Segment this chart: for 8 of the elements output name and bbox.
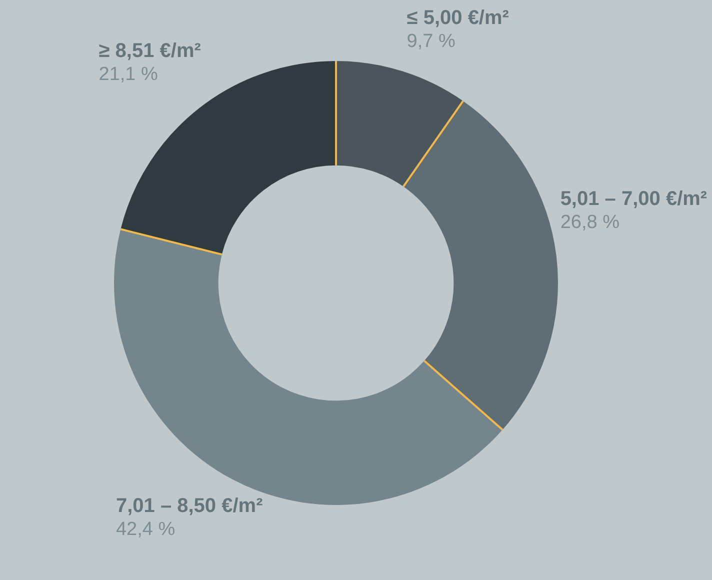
slice-label: ≥ 8,51 €/m²	[98, 38, 201, 63]
data-label: 9,7 %	[406, 30, 456, 54]
slice-label: 5,01 – 7,00 €/m²	[560, 186, 708, 211]
slice-label: ≤ 5,00 €/m²	[406, 6, 509, 30]
data-label: 21,1 %	[98, 62, 159, 87]
slice-label: 7,01 – 8,50 €/m²	[116, 494, 263, 518]
data-label: 26,8 %	[560, 210, 620, 235]
data-label: 42,4 %	[116, 518, 176, 542]
